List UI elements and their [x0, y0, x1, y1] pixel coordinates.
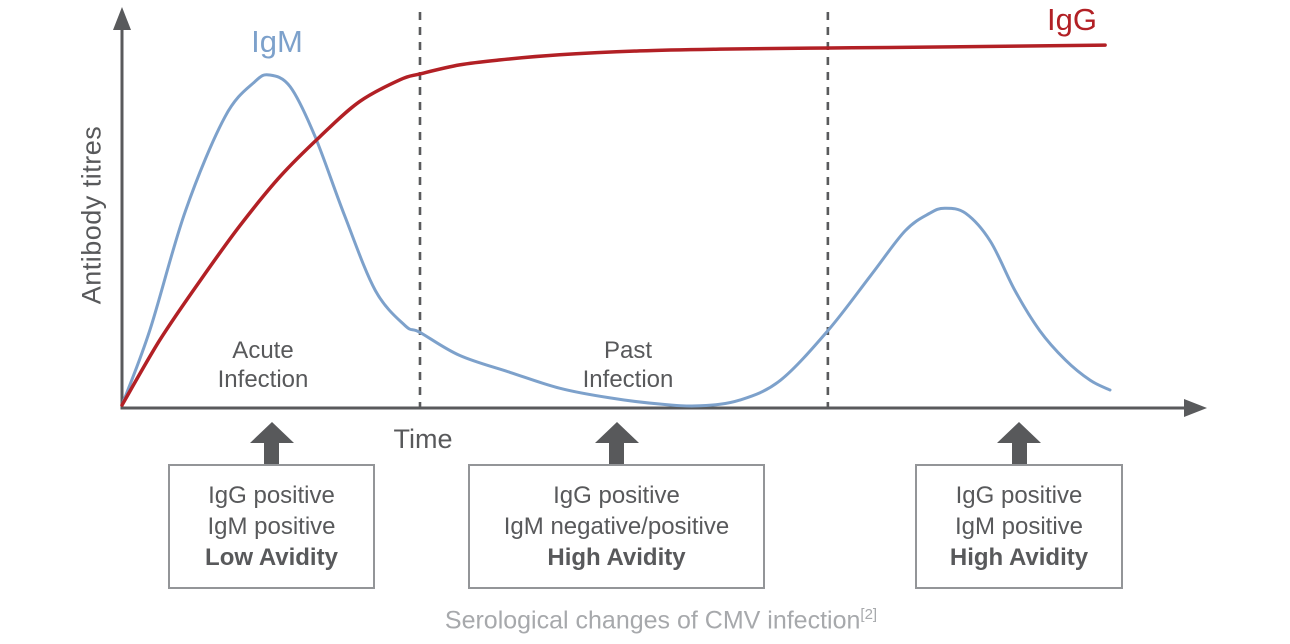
past-infection-line2: Infection [582, 366, 674, 393]
arrow-stem [264, 443, 279, 464]
igg-series-label: IgG [1047, 2, 1097, 37]
result-box-acute: IgG positive IgM positive Low Avidity [168, 464, 375, 589]
result-line: IgM negative/positive [503, 513, 730, 540]
up-arrow-icon [249, 422, 294, 464]
x-axis-label: Time [393, 424, 453, 454]
past-infection-label: Past Infection [583, 336, 674, 394]
igg-curve [120, 43, 1107, 407]
result-group-past: IgG positive IgM negative/positive High … [468, 422, 765, 589]
result-line: IgM positive [207, 513, 336, 540]
result-line: IgM positive [954, 513, 1084, 540]
result-line-avidity: High Avidity [949, 544, 1089, 571]
up-arrow-icon [594, 422, 639, 464]
acute-infection-label: Acute Infection [218, 336, 309, 394]
result-group-acute: IgG positive IgM positive Low Avidity [168, 422, 375, 589]
past-infection-line1: Past [603, 337, 653, 364]
result-line-avidity: Low Avidity [205, 544, 338, 571]
result-group-reactivation: IgG positive IgM positive High Avidity [915, 422, 1123, 589]
acute-infection-line1: Acute [232, 337, 294, 364]
arrow-head [594, 422, 639, 443]
result-line: IgG positive [553, 482, 680, 509]
arrow-head [249, 422, 294, 443]
caption-reference: [2] [860, 606, 878, 623]
arrow-stem [1011, 443, 1027, 464]
result-box-reactivation: IgG positive IgM positive High Avidity [915, 464, 1123, 589]
y-axis-label: Antibody titres [76, 125, 107, 305]
acute-infection-line2: Infection [217, 366, 309, 393]
result-line: IgG positive [955, 482, 1083, 509]
y-axis-arrowhead-icon [113, 7, 131, 30]
arrow-stem [609, 443, 624, 464]
caption-text: Serological changes of CMV infection [444, 606, 861, 635]
result-line-avidity: High Avidity [547, 544, 686, 571]
up-arrow-icon [997, 422, 1041, 464]
figure-caption: Serological changes of CMV infection[2] [0, 606, 1290, 635]
result-box-past: IgG positive IgM negative/positive High … [468, 464, 765, 589]
arrow-head [997, 422, 1041, 443]
igm-series-label: IgM [251, 24, 303, 59]
result-line: IgG positive [208, 482, 335, 509]
igm-curve [120, 73, 1112, 408]
x-axis-arrowhead-icon [1184, 399, 1207, 417]
